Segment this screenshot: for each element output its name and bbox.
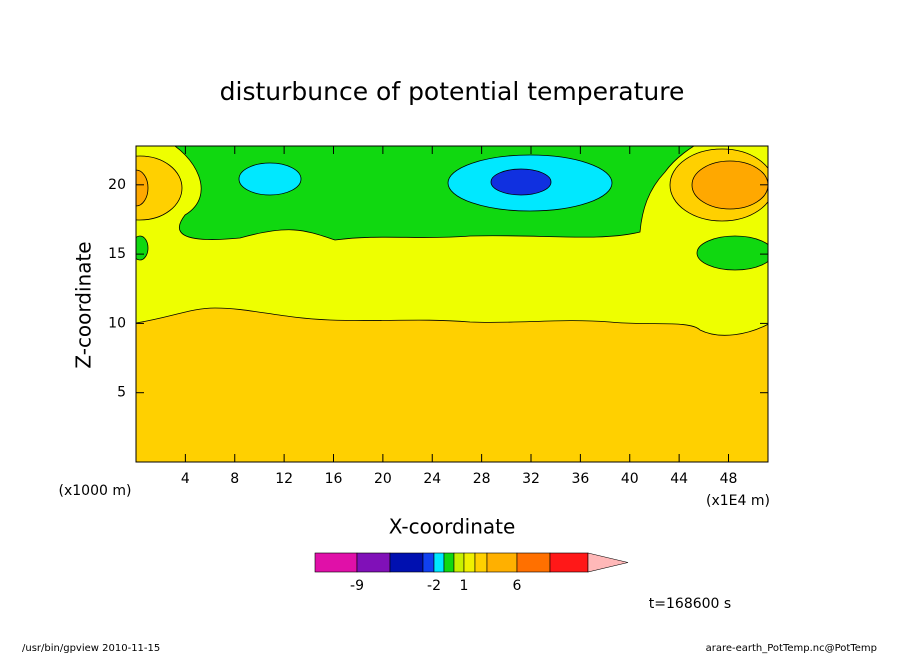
region bbox=[174, 146, 695, 241]
y-tick-label: 10 bbox=[108, 315, 126, 331]
colorbar-tick-label: 1 bbox=[460, 578, 469, 594]
x-tick-label: 36 bbox=[571, 471, 589, 487]
x-tick-label: 44 bbox=[670, 471, 688, 487]
colorbar-segment bbox=[433, 552, 445, 573]
y-tick-label: 5 bbox=[117, 385, 126, 401]
y-axis-label: Z-coordinate bbox=[72, 241, 96, 368]
colorbar-segment bbox=[422, 552, 435, 573]
colorbar-segment bbox=[356, 552, 391, 573]
x-tick-label: 20 bbox=[374, 471, 392, 487]
region bbox=[238, 162, 302, 196]
colorbar-tick-label: 6 bbox=[513, 578, 522, 594]
x-tick-label: 28 bbox=[473, 471, 491, 487]
y-unit-note: (x1000 m) bbox=[59, 483, 132, 499]
region bbox=[136, 169, 149, 207]
colorbar-segment bbox=[389, 552, 424, 573]
x-tick-label: 12 bbox=[275, 471, 293, 487]
x-tick-label: 48 bbox=[720, 471, 738, 487]
colorbar-segment bbox=[463, 552, 476, 573]
colorbar-segment bbox=[314, 552, 358, 573]
x-tick-label: 32 bbox=[522, 471, 540, 487]
y-tick-label: 20 bbox=[108, 177, 126, 193]
region bbox=[490, 168, 552, 196]
colorbar-tick-label: -2 bbox=[427, 578, 441, 594]
x-tick-label: 40 bbox=[621, 471, 639, 487]
colorbar-segment bbox=[474, 552, 488, 573]
colorbar-segment bbox=[549, 552, 589, 573]
x-tick-label: 8 bbox=[230, 471, 239, 487]
x-unit-note: (x1E4 m) bbox=[706, 493, 770, 509]
time-label: t=168600 s bbox=[649, 596, 731, 612]
x-axis-label: X-coordinate bbox=[389, 515, 516, 539]
region bbox=[691, 160, 768, 210]
footer-right: arare-earth_PotTemp.nc@PotTemp bbox=[706, 643, 877, 654]
plot-frame bbox=[135, 145, 769, 463]
colorbar-segment bbox=[443, 552, 455, 573]
colorbar-tick-label: -9 bbox=[350, 578, 364, 594]
x-tick-label: 4 bbox=[181, 471, 190, 487]
chart-title: disturbunce of potential temperature bbox=[220, 77, 685, 106]
colorbar-segment bbox=[516, 552, 551, 573]
x-tick-label: 24 bbox=[423, 471, 441, 487]
x-tick-label: 16 bbox=[325, 471, 343, 487]
region bbox=[696, 235, 768, 271]
colorbar-segment bbox=[486, 552, 518, 573]
colorbar-extension bbox=[587, 552, 629, 573]
region bbox=[136, 155, 183, 221]
y-tick-label: 15 bbox=[108, 246, 126, 262]
region bbox=[136, 235, 149, 261]
contour-field bbox=[136, 146, 768, 462]
footer-left: /usr/bin/gpview 2010-11-15 bbox=[22, 643, 160, 654]
colorbar-segment bbox=[453, 552, 465, 573]
